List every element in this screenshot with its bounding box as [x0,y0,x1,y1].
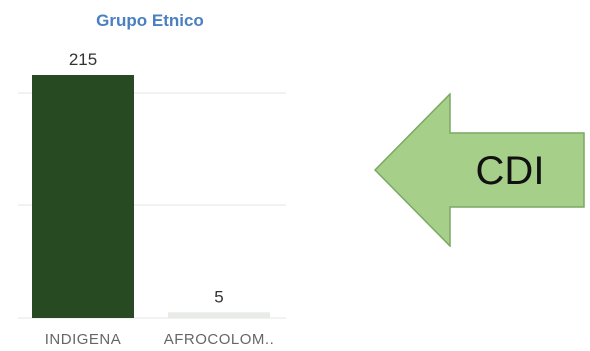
bars [32,75,270,318]
x-axis-ticks: INDIGENA AFROCOLOM.. [45,331,275,348]
chart-title: Grupo Etnico [96,11,204,30]
cdi-callout-arrow: CDI [374,93,585,247]
bar-chart: Grupo Etnico 215 5 INDIGENA AFROCOLOM.. [18,11,286,348]
x-tick-label: INDIGENA [45,331,122,348]
left-arrow-shape [374,93,585,247]
value-labels: 215 5 [69,50,224,306]
value-label: 215 [69,50,97,69]
value-label: 5 [214,287,223,306]
cdi-label: CDI [476,149,545,193]
bar-indigena [32,75,134,318]
bar-afrocolom [168,312,270,318]
x-tick-label: AFROCOLOM.. [164,331,275,348]
